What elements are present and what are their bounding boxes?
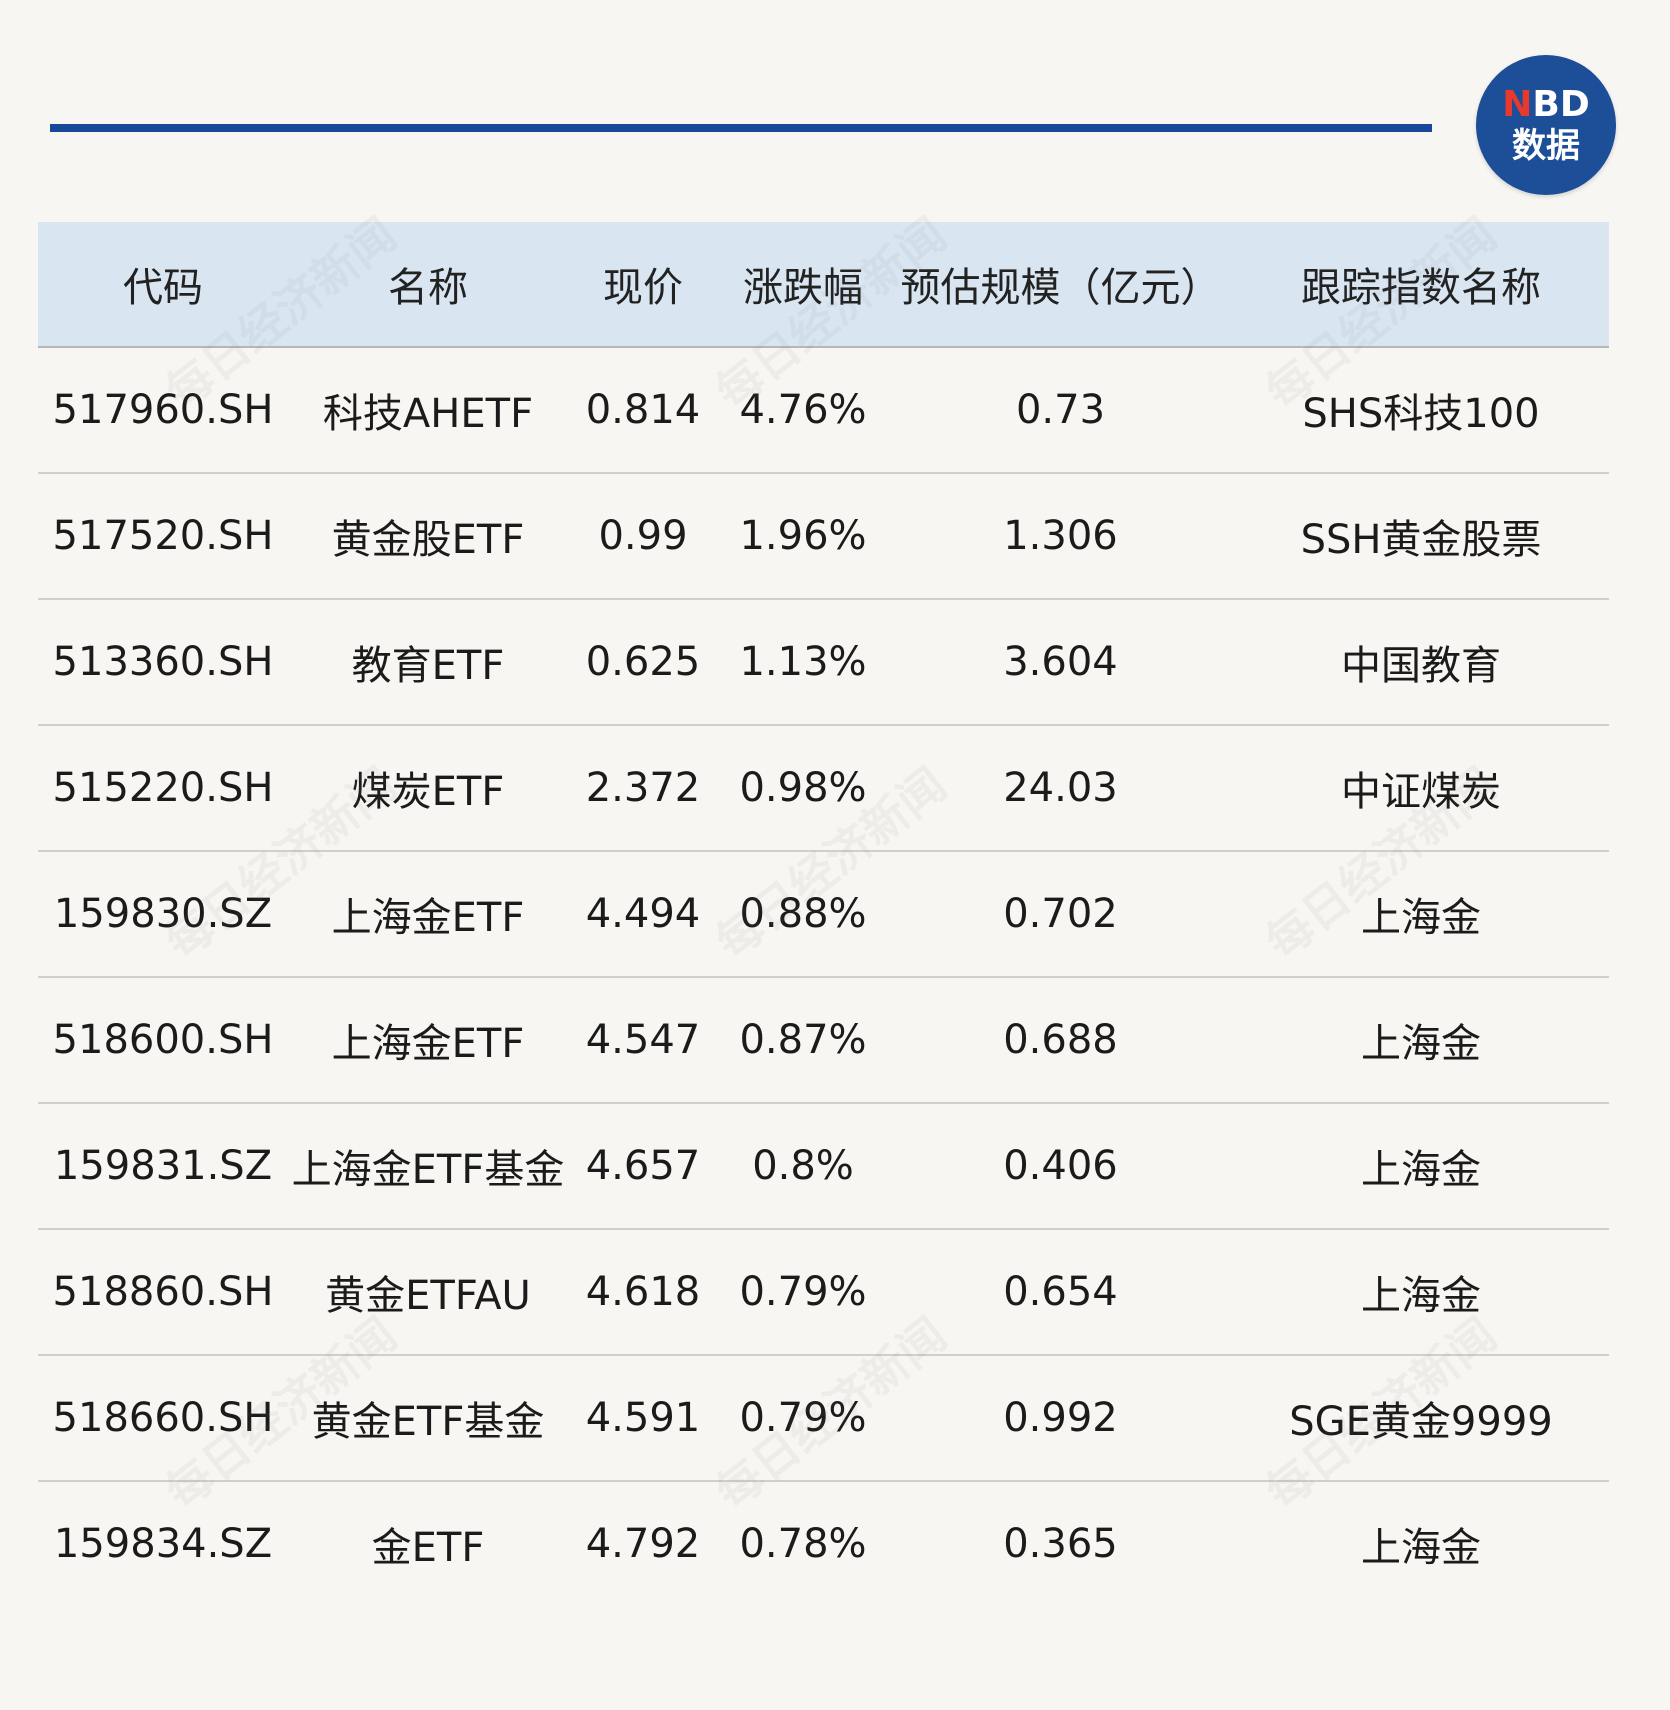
table-row: 518600.SH 上海金ETF 4.547 0.87% 0.688 上海金 [38, 977, 1609, 1104]
cell-price: 4.618 [568, 1229, 718, 1356]
cell-code: 159830.SZ [38, 851, 288, 978]
column-header-code: 代码 [38, 222, 288, 348]
cell-code: 518860.SH [38, 1229, 288, 1356]
table-row: 513360.SH 教育ETF 0.625 1.13% 3.604 中国教育 [38, 599, 1609, 726]
cell-code: 159831.SZ [38, 1103, 288, 1230]
cell-name: 教育ETF [288, 599, 568, 726]
table-row: 159830.SZ 上海金ETF 4.494 0.88% 0.702 上海金 [38, 851, 1609, 978]
cell-change: 1.13% [718, 599, 888, 726]
cell-index: SSH黄金股票 [1233, 473, 1609, 600]
logo-subtitle: 数据 [1512, 126, 1580, 166]
cell-size: 0.702 [888, 851, 1233, 978]
etf-table: 代码 名称 现价 涨跌幅 预估规模（亿元） 跟踪指数名称 517960.SH 科技AHETF… [38, 222, 1609, 1606]
cell-size: 0.406 [888, 1103, 1233, 1230]
cell-price: 4.494 [568, 851, 718, 978]
column-header-index: 跟踪指数名称 [1233, 222, 1609, 348]
cell-index: 中证煤炭 [1233, 725, 1609, 852]
etf-table-container: 代码 名称 现价 涨跌幅 预估规模（亿元） 跟踪指数名称 517960.SH 科技AHETF… [38, 222, 1609, 1606]
cell-price: 0.99 [568, 473, 718, 600]
cell-index: SGE黄金9999 [1233, 1355, 1609, 1482]
column-header-name: 名称 [288, 222, 568, 348]
cell-index: SHS科技100 [1233, 347, 1609, 474]
cell-price: 2.372 [568, 725, 718, 852]
cell-code: 159834.SZ [53, 1521, 273, 1567]
cell-code: 517960.SH [38, 347, 288, 474]
cell-index: 中国教育 [1233, 599, 1609, 726]
cell-name: 上海金ETF基金 [288, 1103, 568, 1230]
cell-code: 515220.SH [38, 725, 288, 852]
table-header-row: 代码 名称 现价 涨跌幅 预估规模（亿元） 跟踪指数名称 [38, 222, 1609, 348]
cell-name: 上海金ETF [288, 977, 568, 1104]
cell-code: 518660.SH [38, 1355, 288, 1482]
cell-name: 金ETF [371, 1525, 485, 1571]
cell-change: 0.79% [718, 1229, 888, 1356]
table-row: 159834.SZ 金ETF 4.792 0.78% 0.365 上海金 [38, 1481, 1609, 1606]
cell-name: 黄金股ETF [288, 473, 568, 600]
cell-name: 科技AHETF [288, 347, 568, 474]
logo-brand-n: N [1502, 84, 1533, 125]
cell-index: 上海金 [1233, 1103, 1609, 1230]
cell-name: 黄金ETF基金 [288, 1355, 568, 1482]
column-header-size: 预估规模（亿元） [888, 222, 1233, 348]
header-rule [50, 124, 1432, 132]
cell-change: 0.78% [739, 1521, 867, 1567]
cell-size: 0.688 [888, 977, 1233, 1104]
logo-brand: NBD [1502, 87, 1589, 123]
cell-change: 0.88% [718, 851, 888, 978]
cell-change: 0.8% [718, 1103, 888, 1230]
cell-code: 517520.SH [38, 473, 288, 600]
cell-change: 0.79% [718, 1355, 888, 1482]
cell-index: 上海金 [1233, 851, 1609, 978]
cell-price: 4.792 [585, 1521, 701, 1567]
table-row: 517520.SH 黄金股ETF 0.99 1.96% 1.306 SSH黄金股票 [38, 473, 1609, 600]
cell-index: 上海金 [1233, 1229, 1609, 1356]
table-body: 517960.SH 科技AHETF 0.814 4.76% 0.73 SHS科技100 51… [38, 347, 1609, 1606]
cell-change: 0.87% [718, 977, 888, 1104]
table-row: 518660.SH 黄金ETF基金 4.591 0.79% 0.992 SGE黄金9999 [38, 1355, 1609, 1482]
cell-price: 0.814 [568, 347, 718, 474]
logo-brand-rest: BD [1532, 84, 1590, 125]
cell-size: 0.73 [888, 347, 1233, 474]
cell-change: 0.98% [718, 725, 888, 852]
cell-size: 0.654 [888, 1229, 1233, 1356]
cell-change: 4.76% [718, 347, 888, 474]
cell-price: 4.657 [568, 1103, 718, 1230]
cell-size: 3.604 [888, 599, 1233, 726]
column-header-price: 现价 [568, 222, 718, 348]
table-row: 159831.SZ 上海金ETF基金 4.657 0.8% 0.406 上海金 [38, 1103, 1609, 1230]
cell-code: 518600.SH [38, 977, 288, 1104]
cell-size: 1.306 [888, 473, 1233, 600]
table-row: 517960.SH 科技AHETF 0.814 4.76% 0.73 SHS科技100 [38, 347, 1609, 474]
cell-name: 上海金ETF [288, 851, 568, 978]
cell-price: 4.547 [568, 977, 718, 1104]
cell-code: 513360.SH [38, 599, 288, 726]
column-header-change: 涨跌幅 [718, 222, 888, 348]
cell-index: 上海金 [1361, 1525, 1481, 1571]
cell-size: 0.992 [888, 1355, 1233, 1482]
cell-price: 4.591 [568, 1355, 718, 1482]
nbd-data-logo: NBD 数据 [1476, 55, 1616, 195]
cell-price: 0.625 [568, 599, 718, 726]
cell-size: 0.365 [1003, 1521, 1118, 1567]
table-row: 518860.SH 黄金ETFAU 4.618 0.79% 0.654 上海金 [38, 1229, 1609, 1356]
cell-size: 24.03 [888, 725, 1233, 852]
table-row: 515220.SH 煤炭ETF 2.372 0.98% 24.03 中证煤炭 [38, 725, 1609, 852]
cell-name: 黄金ETFAU [288, 1229, 568, 1356]
cell-change: 1.96% [718, 473, 888, 600]
cell-index: 上海金 [1233, 977, 1609, 1104]
cell-name: 煤炭ETF [288, 725, 568, 852]
